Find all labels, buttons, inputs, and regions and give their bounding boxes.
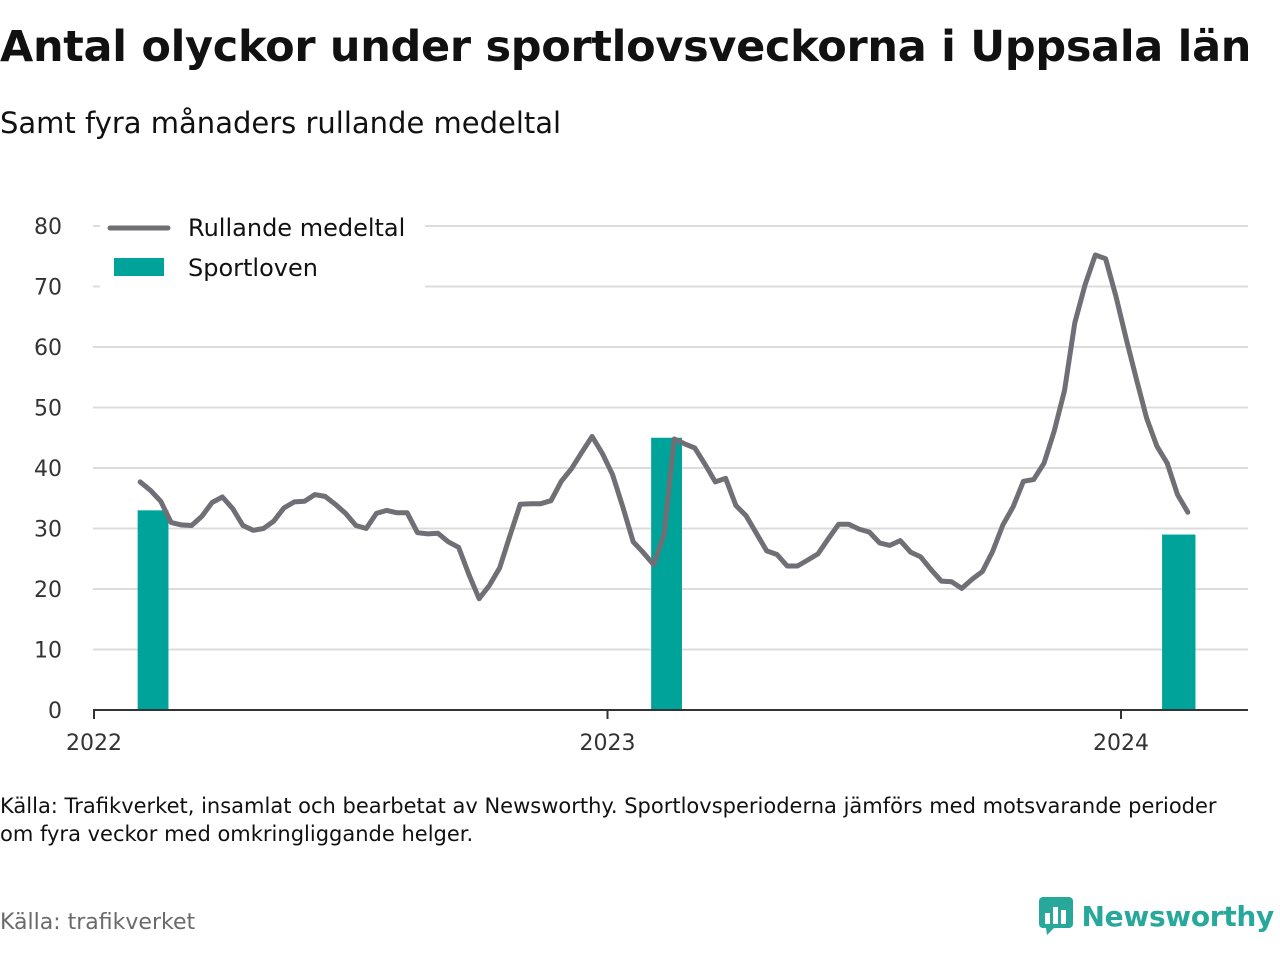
y-tick-label: 80 bbox=[34, 215, 62, 240]
newsworthy-logo-icon bbox=[1038, 897, 1073, 935]
y-tick-label: 30 bbox=[34, 518, 62, 543]
line-segment-rullande-medeltal bbox=[1164, 460, 1191, 515]
legend-bar-swatch bbox=[114, 258, 164, 276]
legend-label-rullande-medeltal: Rullande medeltal bbox=[188, 214, 405, 242]
bar-sportloven bbox=[137, 510, 169, 710]
line-segment-rullande-medeltal bbox=[640, 252, 1170, 591]
axes: 0 10 20 30 40 50 60 70 80 2022 2023 2024 bbox=[34, 215, 1248, 756]
line-segment-rullande-medeltal bbox=[137, 434, 646, 602]
x-tick-label: 2024 bbox=[1093, 731, 1149, 756]
legend: Rullande medeltal Sportloven bbox=[100, 204, 425, 288]
y-tick-label: 10 bbox=[34, 639, 62, 664]
x-tick-label: 2022 bbox=[66, 731, 122, 756]
y-tick-label: 60 bbox=[34, 336, 62, 361]
legend-label-sportloven: Sportloven bbox=[188, 254, 318, 282]
bar-sportloven bbox=[1162, 534, 1196, 710]
y-tick-label: 20 bbox=[34, 578, 62, 603]
y-tick-label: 50 bbox=[34, 397, 62, 422]
footer-source: Källa: trafikverket bbox=[0, 910, 196, 935]
chart-title: Antal olyckor under sportlovsveckorna i … bbox=[0, 22, 1252, 72]
chart-subtitle: Samt fyra månaders rullande medeltal bbox=[0, 106, 562, 140]
brand-name: Newsworthy bbox=[1081, 899, 1275, 933]
brand[interactable]: Newsworthy bbox=[1038, 896, 1274, 936]
source-note: Källa: Trafikverket, insamlat och bearbe… bbox=[0, 794, 1217, 846]
x-tick-label: 2023 bbox=[580, 731, 636, 756]
chart-area: 0 10 20 30 40 50 60 70 80 2022 2023 2024 Rullande m… bbox=[34, 204, 1248, 756]
y-tick-label: 40 bbox=[34, 457, 62, 482]
bars-sportloven bbox=[137, 437, 1196, 710]
y-tick-label: 0 bbox=[48, 699, 62, 724]
line-rullande-medeltal bbox=[137, 252, 1191, 602]
bar-sportloven bbox=[651, 437, 682, 710]
y-tick-label: 70 bbox=[34, 276, 62, 301]
